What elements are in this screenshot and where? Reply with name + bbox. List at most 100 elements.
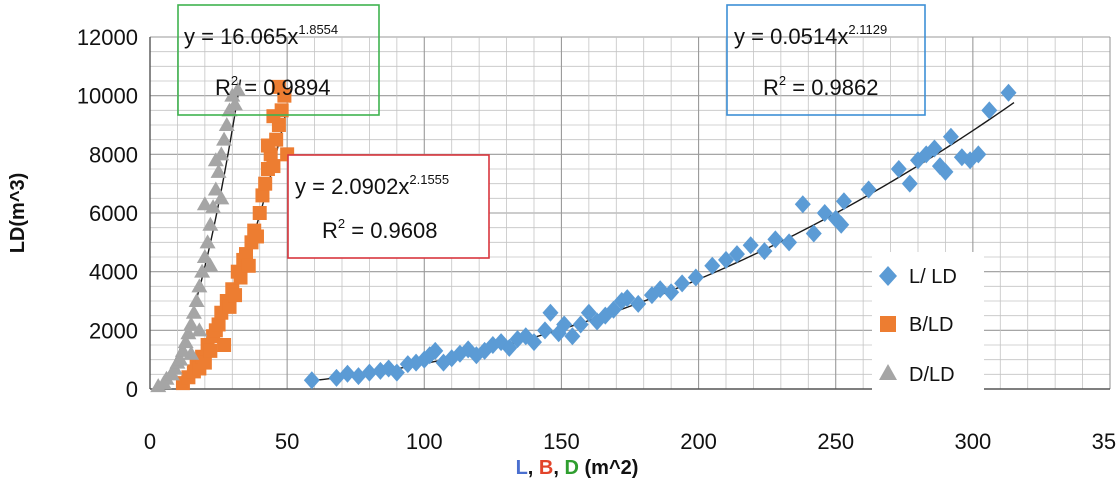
data-point-series-0 bbox=[619, 289, 636, 308]
x-axis-label-part-3: , bbox=[553, 457, 564, 479]
data-point-series-2 bbox=[202, 257, 219, 272]
y-axis-label: LD(m^3) bbox=[7, 173, 29, 254]
x-tick-label: 350 bbox=[1092, 429, 1117, 454]
data-point-series-0 bbox=[605, 300, 622, 319]
y-tick-label: 10000 bbox=[77, 84, 138, 109]
equation-b-r2: R2 = 0.9608 bbox=[322, 216, 438, 243]
data-point-series-0 bbox=[388, 363, 405, 382]
data-point-series-2 bbox=[218, 117, 235, 131]
data-point-series-1 bbox=[233, 270, 248, 285]
data-point-series-0 bbox=[542, 303, 559, 322]
equation-box-l: y = 0.0514x2.1129 R2 = 0.9862 bbox=[726, 4, 926, 116]
data-point-series-2 bbox=[210, 163, 227, 178]
y-tick-label: 2000 bbox=[89, 318, 138, 343]
tick-labels: 0 2000 4000 6000 8000 10000 12000 0 50 100 150 200 2… bbox=[77, 25, 1117, 454]
y-tick-label: 8000 bbox=[89, 142, 138, 167]
data-point-series-0 bbox=[781, 233, 798, 252]
data-point-series-1 bbox=[239, 247, 253, 262]
data-point-series-2 bbox=[188, 293, 205, 307]
data-point-series-2 bbox=[207, 152, 224, 167]
data-point-series-2 bbox=[194, 263, 211, 278]
data-point-series-0 bbox=[901, 174, 918, 193]
data-point-series-1 bbox=[258, 176, 273, 191]
data-point-series-0 bbox=[805, 224, 822, 243]
data-point-series-0 bbox=[816, 204, 833, 222]
data-point-series-2 bbox=[202, 216, 219, 231]
data-point-series-2 bbox=[196, 249, 213, 263]
x-tick-label: 200 bbox=[680, 429, 717, 454]
x-tick-label: 100 bbox=[406, 429, 443, 454]
data-point-series-0 bbox=[674, 274, 691, 293]
x-axis-label-part-4: D bbox=[565, 457, 579, 479]
legend-marker-l-ld bbox=[879, 266, 897, 286]
equation-box-b-border bbox=[287, 154, 490, 259]
legend-label-d-ld: D/LD bbox=[909, 364, 955, 386]
y-tick-label: 4000 bbox=[89, 260, 138, 285]
x-tick-label: 0 bbox=[144, 429, 156, 454]
data-point-series-2 bbox=[183, 345, 200, 360]
x-axis-label-part-1: , bbox=[528, 457, 539, 479]
data-point-series-0 bbox=[794, 195, 811, 214]
data-point-series-2 bbox=[183, 316, 200, 331]
data-point-series-0 bbox=[756, 242, 773, 261]
data-point-series-0 bbox=[704, 256, 721, 275]
data-point-series-0 bbox=[937, 162, 954, 181]
data-point-series-1 bbox=[241, 258, 256, 273]
data-point-series-2 bbox=[172, 351, 189, 366]
data-points bbox=[150, 79, 1017, 393]
data-point-series-1 bbox=[249, 229, 264, 244]
data-point-series-0 bbox=[303, 371, 320, 390]
data-point-series-0 bbox=[890, 160, 907, 178]
legend-label-l-ld: L/ LD bbox=[909, 266, 957, 288]
x-tick-label: 150 bbox=[543, 429, 580, 454]
legend-marker-d-ld bbox=[879, 364, 897, 380]
data-point-series-2 bbox=[185, 304, 202, 319]
equation-d-r2: R2 = 0.9894 bbox=[215, 73, 331, 100]
data-point-series-2 bbox=[199, 234, 216, 249]
data-point-series-1 bbox=[197, 355, 212, 370]
data-point-series-0 bbox=[564, 327, 581, 346]
data-point-series-0 bbox=[580, 303, 597, 322]
data-point-series-2 bbox=[227, 96, 244, 111]
legend-label-b-ld: B/LD bbox=[909, 314, 953, 336]
data-point-series-0 bbox=[361, 363, 378, 382]
x-axis-label-part-0: L bbox=[516, 457, 528, 479]
data-point-series-2 bbox=[229, 81, 246, 96]
y-tick-label: 0 bbox=[126, 377, 138, 402]
data-point-series-0 bbox=[427, 341, 444, 360]
data-point-series-1 bbox=[211, 317, 226, 332]
x-axis-label-part-5: (m^2) bbox=[579, 457, 638, 479]
data-point-series-0 bbox=[742, 236, 759, 255]
equation-l-r2: R2 = 0.9862 bbox=[763, 73, 879, 100]
data-point-series-1 bbox=[255, 188, 270, 203]
x-axis-label-part-2: B bbox=[539, 457, 553, 479]
data-point-series-0 bbox=[556, 315, 573, 334]
data-point-series-0 bbox=[630, 294, 647, 313]
data-point-series-1 bbox=[266, 159, 281, 174]
data-point-series-2 bbox=[196, 196, 213, 211]
x-tick-label: 250 bbox=[817, 429, 854, 454]
data-point-series-1 bbox=[222, 299, 237, 314]
data-point-series-1 bbox=[252, 206, 267, 220]
data-point-series-0 bbox=[767, 230, 784, 249]
data-point-series-0 bbox=[833, 215, 850, 234]
equation-box-b: y = 2.0902x2.1555 R2 = 0.9608 bbox=[287, 154, 490, 259]
x-tick-label: 50 bbox=[275, 429, 299, 454]
data-point-series-0 bbox=[860, 180, 877, 199]
data-point-series-0 bbox=[339, 364, 356, 383]
data-point-series-1 bbox=[271, 79, 286, 94]
data-point-series-0 bbox=[536, 321, 553, 340]
data-point-series-0 bbox=[501, 338, 518, 357]
data-point-series-1 bbox=[203, 343, 218, 358]
data-point-series-0 bbox=[981, 101, 998, 120]
data-point-series-0 bbox=[728, 245, 745, 264]
data-point-series-2 bbox=[213, 190, 230, 205]
equation-b-formula: y = 2.0902x2.1555 bbox=[295, 172, 449, 199]
equation-l-formula: y = 0.0514x2.1129 bbox=[734, 22, 887, 49]
equation-d-formula: y = 16.065x1.8554 bbox=[184, 22, 338, 49]
data-point-series-0 bbox=[718, 250, 734, 269]
data-point-series-0 bbox=[572, 315, 589, 334]
data-point-series-0 bbox=[942, 127, 959, 146]
data-point-series-1 bbox=[228, 288, 243, 303]
